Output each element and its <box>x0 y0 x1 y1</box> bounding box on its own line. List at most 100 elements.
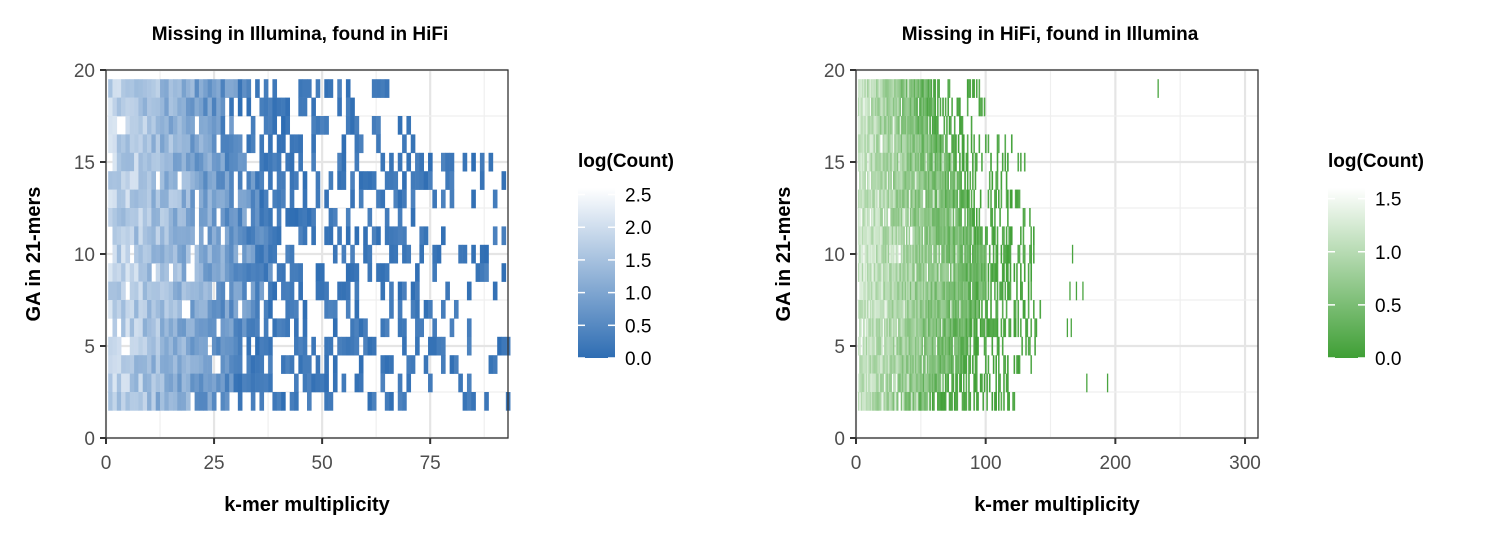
heatmap-cell <box>903 373 905 393</box>
heatmap-cell <box>892 281 895 301</box>
heatmap-cell <box>177 226 182 246</box>
heatmap-cell <box>860 189 863 209</box>
heatmap-cell <box>246 300 252 319</box>
heatmap-cell <box>224 318 230 338</box>
heatmap-cell <box>977 244 979 264</box>
heatmap-cell <box>981 281 983 301</box>
heatmap-cell <box>929 171 931 190</box>
heatmap-cell <box>867 116 869 135</box>
heatmap-cell <box>887 373 890 393</box>
heatmap-cell <box>393 171 399 190</box>
heatmap-cell <box>883 189 886 209</box>
heatmap-cell <box>211 116 217 135</box>
heatmap-cell <box>350 263 355 282</box>
heatmap-cell <box>926 171 929 190</box>
heatmap-cell <box>397 116 403 135</box>
heatmap-cell <box>900 300 903 319</box>
heatmap-cell <box>345 300 351 319</box>
heatmap-cell <box>927 152 930 172</box>
heatmap-cell <box>930 318 933 338</box>
heatmap-cell <box>959 373 961 393</box>
heatmap-cell <box>912 318 915 338</box>
heatmap-cell <box>902 97 904 117</box>
heatmap-cell <box>868 226 870 246</box>
heatmap-cell <box>917 263 920 282</box>
heatmap-cell <box>216 336 221 356</box>
heatmap-cell <box>341 336 347 356</box>
legend-tick-label: 2.5 <box>625 186 651 207</box>
heatmap-cell <box>865 79 868 98</box>
heatmap-cell <box>402 189 407 209</box>
heatmap-cell <box>950 336 952 356</box>
heatmap-cell <box>1008 281 1010 301</box>
heatmap-cell <box>432 336 437 356</box>
heatmap-cell <box>900 189 903 209</box>
heatmap-cell <box>190 281 195 301</box>
heatmap-cell <box>904 300 907 319</box>
heatmap-cell <box>996 226 999 246</box>
heatmap-cell <box>289 281 295 301</box>
heatmap-cell <box>436 244 442 264</box>
heatmap-cell <box>894 189 896 209</box>
heatmap-cell <box>946 189 948 209</box>
heatmap-cell <box>389 244 394 264</box>
heatmap-cell <box>876 97 878 117</box>
heatmap-cell <box>969 355 972 374</box>
heatmap-cell <box>224 189 230 209</box>
heatmap-cell <box>859 134 861 154</box>
heatmap-cell <box>203 355 208 374</box>
heatmap-cell <box>938 171 940 190</box>
heatmap-cell <box>878 226 881 246</box>
heatmap-cell <box>925 300 927 319</box>
heatmap-cell <box>920 189 922 209</box>
heatmap-cell <box>155 355 161 374</box>
heatmap-cell <box>345 208 351 227</box>
heatmap-cell <box>951 281 953 301</box>
heatmap-cell <box>885 244 887 264</box>
heatmap-cell <box>1033 300 1035 319</box>
heatmap-cell <box>998 134 1000 154</box>
heatmap-cell <box>913 373 916 393</box>
heatmap-cell <box>916 116 918 135</box>
heatmap-cell <box>181 134 187 154</box>
heatmap-cell <box>957 208 960 227</box>
heatmap-cell <box>922 355 925 374</box>
heatmap-cell <box>246 336 252 356</box>
heatmap-cell <box>1010 134 1013 154</box>
heatmap-cell <box>134 392 139 411</box>
heatmap-cell <box>142 116 148 135</box>
heatmap-cell <box>125 152 131 172</box>
heatmap-cell <box>155 152 161 172</box>
heatmap-cell <box>879 336 882 356</box>
heatmap-cell <box>384 79 390 98</box>
heatmap-cell <box>895 281 898 301</box>
heatmap-cell <box>147 300 152 319</box>
heatmap-cell <box>965 355 968 374</box>
heatmap-cell <box>970 134 973 154</box>
heatmap-cell <box>895 392 898 411</box>
heatmap-cell <box>415 152 420 172</box>
heatmap-cell <box>985 355 987 374</box>
heatmap-cell <box>965 392 968 411</box>
y-tick-label: 5 <box>834 337 845 358</box>
heatmap-cell <box>268 244 273 264</box>
heatmap-cell <box>947 336 950 356</box>
heatmap-cell <box>996 171 999 190</box>
heatmap-cell <box>896 244 899 264</box>
heatmap-cell <box>345 336 351 356</box>
heatmap-cell <box>168 79 174 98</box>
heatmap-cell <box>905 79 908 98</box>
heatmap-cell <box>898 226 900 246</box>
heatmap-cell <box>272 79 278 98</box>
heatmap-cell <box>865 134 868 154</box>
heatmap-cell <box>151 392 157 411</box>
heatmap-cell <box>873 208 876 227</box>
heatmap-cell <box>898 116 900 135</box>
heatmap-cell <box>930 97 933 117</box>
heatmap-cell <box>968 79 970 98</box>
heatmap-cell <box>185 152 191 172</box>
heatmap-cell <box>886 336 889 356</box>
heatmap-cell <box>134 97 139 117</box>
heatmap-cell <box>998 373 1000 393</box>
heatmap-cell <box>902 373 904 393</box>
